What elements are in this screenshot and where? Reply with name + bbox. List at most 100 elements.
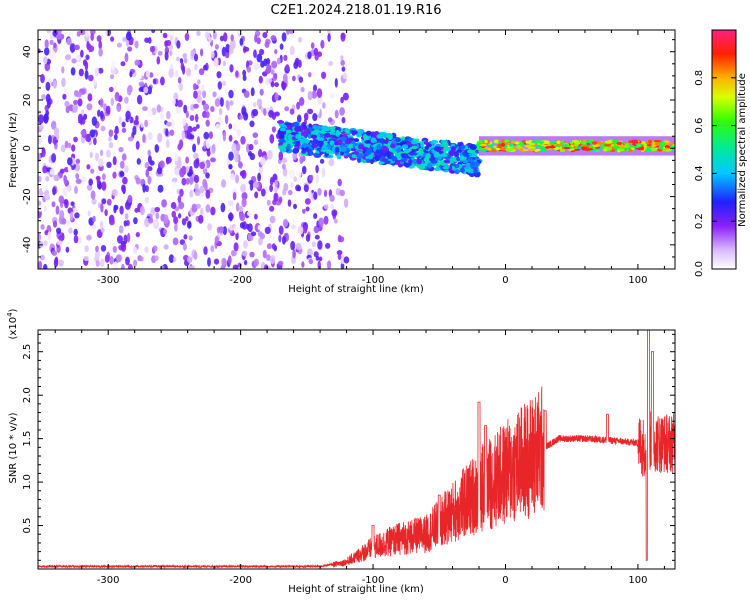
x-tick-label: 100: [628, 575, 647, 586]
heatmap-cell: [500, 139, 506, 144]
heatmap-cell: [90, 168, 95, 174]
heatmap-cell: [43, 56, 48, 65]
heatmap-cell: [73, 136, 78, 143]
x-tick-label: -200: [229, 275, 252, 286]
heatmap-cell: [401, 157, 408, 162]
heatmap-cell: [266, 199, 271, 206]
heatmap-cell: [49, 49, 55, 59]
heatmap-cell: [81, 176, 87, 183]
heatmap-cell: [203, 246, 208, 256]
heatmap-cell: [274, 179, 278, 188]
heatmap-cell: [60, 144, 66, 153]
heatmap-cell: [328, 134, 337, 138]
heatmap-cell: [38, 233, 42, 242]
heatmap-cell: [484, 139, 488, 144]
heatmap-cell: [302, 137, 307, 144]
heatmap-cell: [293, 203, 297, 210]
heatmap-cell: [168, 68, 174, 78]
heatmap-cell: [377, 154, 382, 158]
heatmap-cell: [59, 168, 65, 174]
heatmap-cell: [580, 141, 586, 144]
heatmap-cell: [96, 175, 100, 186]
snr-plot-area: [38, 330, 675, 569]
heatmap-cell: [75, 173, 80, 180]
heatmap-cell: [183, 57, 188, 64]
heatmap-cell: [627, 149, 634, 153]
heatmap-cell: [283, 183, 289, 192]
heatmap-cell: [328, 158, 335, 167]
heatmap-cell: [344, 128, 350, 133]
heatmap-cell: [313, 225, 320, 234]
heatmap-cell: [454, 163, 460, 169]
heatmap-cell: [38, 260, 43, 269]
heatmap-cell: [62, 187, 68, 197]
heatmap-cell: [194, 189, 201, 197]
heatmap-cell: [511, 145, 515, 149]
heatmap-cell: [247, 170, 252, 180]
heatmap-cell: [341, 66, 346, 72]
heatmap-cell: [277, 260, 284, 266]
heatmap-cell: [45, 176, 50, 182]
heatmap-cell: [118, 146, 124, 153]
heatmap-cell: [213, 258, 220, 265]
heatmap-cell: [243, 46, 250, 52]
heatmap-cell: [74, 44, 80, 51]
heatmap-cell: [563, 146, 571, 150]
heatmap-cell: [315, 174, 320, 184]
heatmap-cell: [144, 196, 150, 204]
heatmap-cell: [88, 45, 95, 53]
heatmap-cell: [471, 152, 478, 158]
heatmap-cell: [314, 234, 320, 240]
heatmap-cell: [465, 164, 470, 170]
heatmap-cell: [286, 143, 291, 150]
y-tick-label: 2.5: [22, 344, 33, 360]
heatmap-cell: [171, 119, 175, 128]
heatmap-cell: [249, 153, 256, 161]
heatmap-cell: [611, 139, 619, 143]
heatmap-cell: [560, 140, 565, 143]
heatmap-cell: [328, 60, 334, 67]
heatmap-cell: [177, 99, 183, 108]
heatmap-cell: [297, 52, 303, 58]
heatmap-cell: [479, 143, 487, 147]
heatmap-cell: [172, 237, 179, 246]
heatmap-cell: [274, 49, 278, 55]
heatmap-cell: [253, 258, 259, 267]
heatmap-cell: [135, 140, 140, 150]
heatmap-cell: [124, 96, 129, 104]
heatmap-cell: [241, 250, 248, 257]
heatmap-cell: [38, 152, 41, 162]
heatmap-cell: [569, 141, 574, 145]
heatmap-cell: [165, 139, 170, 149]
heatmap-cell: [330, 92, 335, 99]
heatmap-cell: [179, 58, 184, 64]
heatmap-cell: [560, 144, 569, 147]
heatmap-cell: [319, 140, 324, 147]
heatmap-cell: [365, 155, 374, 160]
colorbar-label: Normalized spectral amplitude: [737, 73, 748, 227]
heatmap-cell: [43, 205, 47, 212]
heatmap-cell: [343, 198, 349, 208]
heatmap-cell: [365, 130, 372, 136]
heatmap-cell: [100, 203, 104, 213]
heatmap-cell: [278, 151, 284, 161]
heatmap-cell: [185, 177, 190, 185]
heatmap-cell: [77, 113, 83, 124]
heatmap-cell: [169, 44, 173, 50]
heatmap-cell: [156, 56, 161, 65]
heatmap-cell: [147, 109, 153, 118]
heatmap-cell: [401, 136, 406, 141]
heatmap-cell: [214, 236, 219, 244]
x-tick-label: 100: [628, 275, 647, 286]
heatmap-cell: [110, 61, 116, 70]
heatmap-cell: [235, 174, 240, 184]
heatmap-cell: [540, 148, 548, 153]
heatmap-cell: [239, 114, 244, 120]
heatmap-cell: [67, 165, 72, 172]
heatmap-cell: [86, 234, 92, 241]
heatmap-cell: [203, 103, 210, 112]
heatmap-cell: [182, 53, 187, 59]
heatmap-cell: [83, 113, 88, 120]
heatmap-cell: [186, 220, 192, 229]
heatmap-cell: [444, 147, 451, 152]
